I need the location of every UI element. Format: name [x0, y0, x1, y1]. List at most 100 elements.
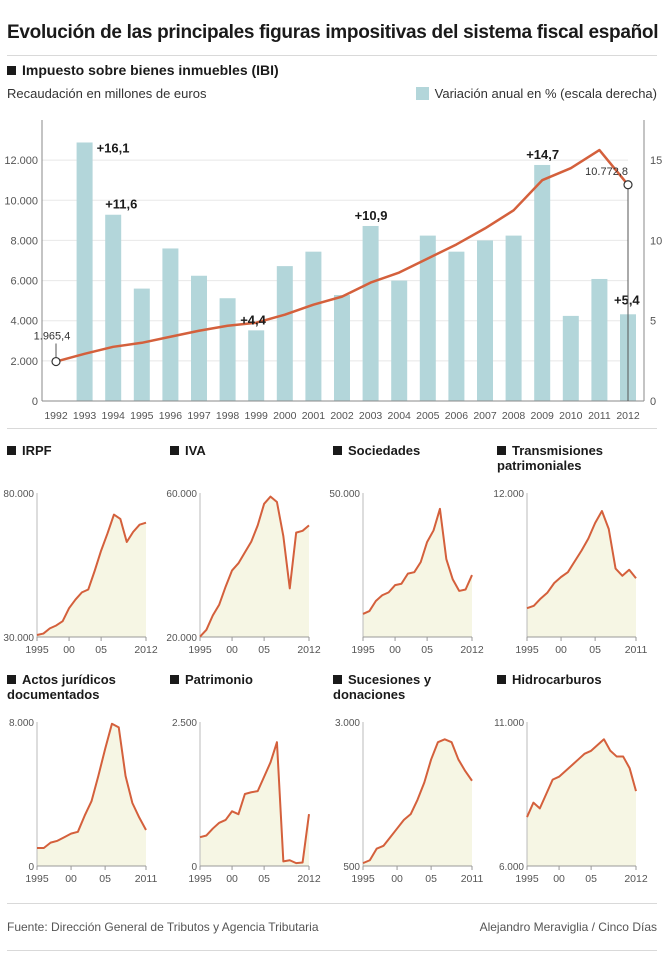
x-tick-label: 00: [65, 873, 77, 885]
bar-2002: [334, 295, 350, 401]
square-bullet-icon: [333, 446, 342, 455]
small-chart-title: Sociedades: [348, 443, 421, 458]
y-max-label: 3.000: [335, 718, 360, 729]
x-tick-label: 2007: [473, 410, 497, 420]
bar-1999: [248, 330, 265, 401]
left-tick-label: 2.000: [10, 356, 38, 368]
x-tick-label: 2006: [445, 410, 469, 420]
x-tick-label: 2011: [461, 873, 484, 885]
y-max-label: 50.000: [329, 489, 360, 500]
x-tick-label: 2012: [616, 410, 640, 420]
bar-2003: [362, 225, 379, 401]
footer-divider: [7, 903, 657, 904]
left-tick-label: 12.000: [4, 155, 38, 167]
small-chart-title: Sucesiones y donaciones: [333, 672, 432, 702]
square-bullet-icon: [497, 675, 506, 684]
title-divider: [7, 55, 657, 56]
x-tick-label: 1995: [515, 873, 539, 885]
small-chart-title: IVA: [185, 443, 206, 458]
bar-1996: [162, 248, 179, 401]
area-fill: [37, 514, 146, 637]
x-tick-label: 2005: [416, 410, 440, 420]
x-tick-label: 2012: [624, 873, 648, 885]
left-tick-label: 8.000: [10, 235, 38, 247]
y-min-label: 30.000: [3, 633, 34, 644]
small-chart-title: IRPF: [22, 443, 52, 458]
small-chart-heading-sociedades: Sociedades: [333, 443, 488, 458]
x-tick-label: 1995: [188, 644, 212, 656]
y-min-label: 6.000: [499, 862, 524, 873]
x-tick-label: 2012: [297, 644, 321, 656]
small-chart-title: Patrimonio: [185, 672, 253, 687]
square-bullet-icon: [170, 675, 179, 684]
x-tick-label: 2012: [134, 644, 158, 656]
x-tick-label: 1995: [351, 644, 375, 656]
series-line: [526, 510, 637, 610]
square-bullet-icon: [7, 446, 16, 455]
bar-2008: [505, 235, 522, 401]
small-chart-title: Actos jurídicos documentados: [7, 672, 116, 702]
ibi-section-heading: Impuesto sobre bienes inmuebles (IBI): [7, 62, 279, 78]
area-fill: [527, 739, 636, 866]
revenue-line: [55, 148, 629, 363]
x-tick-label: 05: [95, 644, 107, 656]
small-chart-heading-hidrocarburos: Hidrocarburos: [497, 672, 652, 687]
area-fill: [363, 508, 472, 637]
x-tick-label: 1994: [102, 410, 126, 420]
small-chart-title: Transmisiones patrimoniales: [497, 443, 604, 473]
x-tick-label: 2010: [559, 410, 583, 420]
small-chart-heading-iva: IVA: [170, 443, 325, 458]
x-tick-label: 05: [589, 644, 601, 656]
small-chart-heading-patrimonio: Patrimonio: [170, 672, 325, 687]
area-fill: [363, 739, 472, 866]
bar-2011: [591, 278, 608, 401]
left-tick-label: 4.000: [10, 316, 38, 328]
y-min-label: 0: [191, 862, 197, 873]
y-max-label: 8.000: [9, 718, 34, 729]
right-tick-label: 5: [650, 316, 656, 328]
left-axis-label: Recaudación en millones de euros: [7, 86, 207, 101]
left-tick-label: 6.000: [10, 276, 38, 288]
x-tick-label: 2009: [531, 410, 555, 420]
series-line: [37, 722, 147, 849]
right-tick-label: 15: [650, 155, 662, 167]
x-tick-label: 1996: [159, 410, 183, 420]
point-label-1992: 1.965,4: [34, 331, 71, 343]
x-tick-label: 1995: [25, 644, 49, 656]
left-tick-label: 0: [32, 396, 38, 408]
legend-swatch: [415, 87, 429, 100]
y-min-label: 0: [28, 862, 34, 873]
small-chart-heading-ajd: Actos jurídicos documentados: [7, 672, 162, 702]
x-tick-label: 05: [258, 873, 270, 885]
series-line: [199, 741, 310, 865]
bar-annotation-2003: +10,9: [355, 208, 388, 223]
bar-1995: [133, 288, 150, 401]
x-tick-label: 2000: [273, 410, 297, 420]
y-min-label: 500: [343, 862, 360, 873]
bar-1998: [219, 298, 236, 401]
y-max-label: 2.500: [172, 718, 197, 729]
x-tick-label: 00: [226, 644, 238, 656]
bar-2009: [534, 164, 551, 401]
small-chart-transmisiones: 12.000 1995 00 05 2011: [493, 489, 647, 656]
y-min-label: 20.000: [166, 633, 197, 644]
series-line: [362, 507, 473, 615]
x-tick-label: 1998: [216, 410, 240, 420]
x-tick-label: 2011: [588, 410, 611, 420]
area-fill: [200, 742, 309, 866]
small-chart-heading-irpf: IRPF: [7, 443, 162, 458]
right-tick-label: 10: [650, 235, 662, 247]
series-line: [199, 495, 310, 638]
bar-annotation-1994: +11,6: [105, 197, 137, 212]
bar-legend: Variación anual en % (escala derecha): [415, 86, 657, 101]
x-tick-label: 00: [63, 644, 75, 656]
bar-2004: [391, 280, 408, 401]
bar-2007: [477, 240, 493, 401]
bar-2005: [419, 235, 436, 401]
bar-annotation-2012: +5,4: [614, 292, 640, 307]
x-tick-label: 1995: [130, 410, 154, 420]
area-fill: [527, 511, 636, 637]
bar-2006: [448, 251, 465, 401]
